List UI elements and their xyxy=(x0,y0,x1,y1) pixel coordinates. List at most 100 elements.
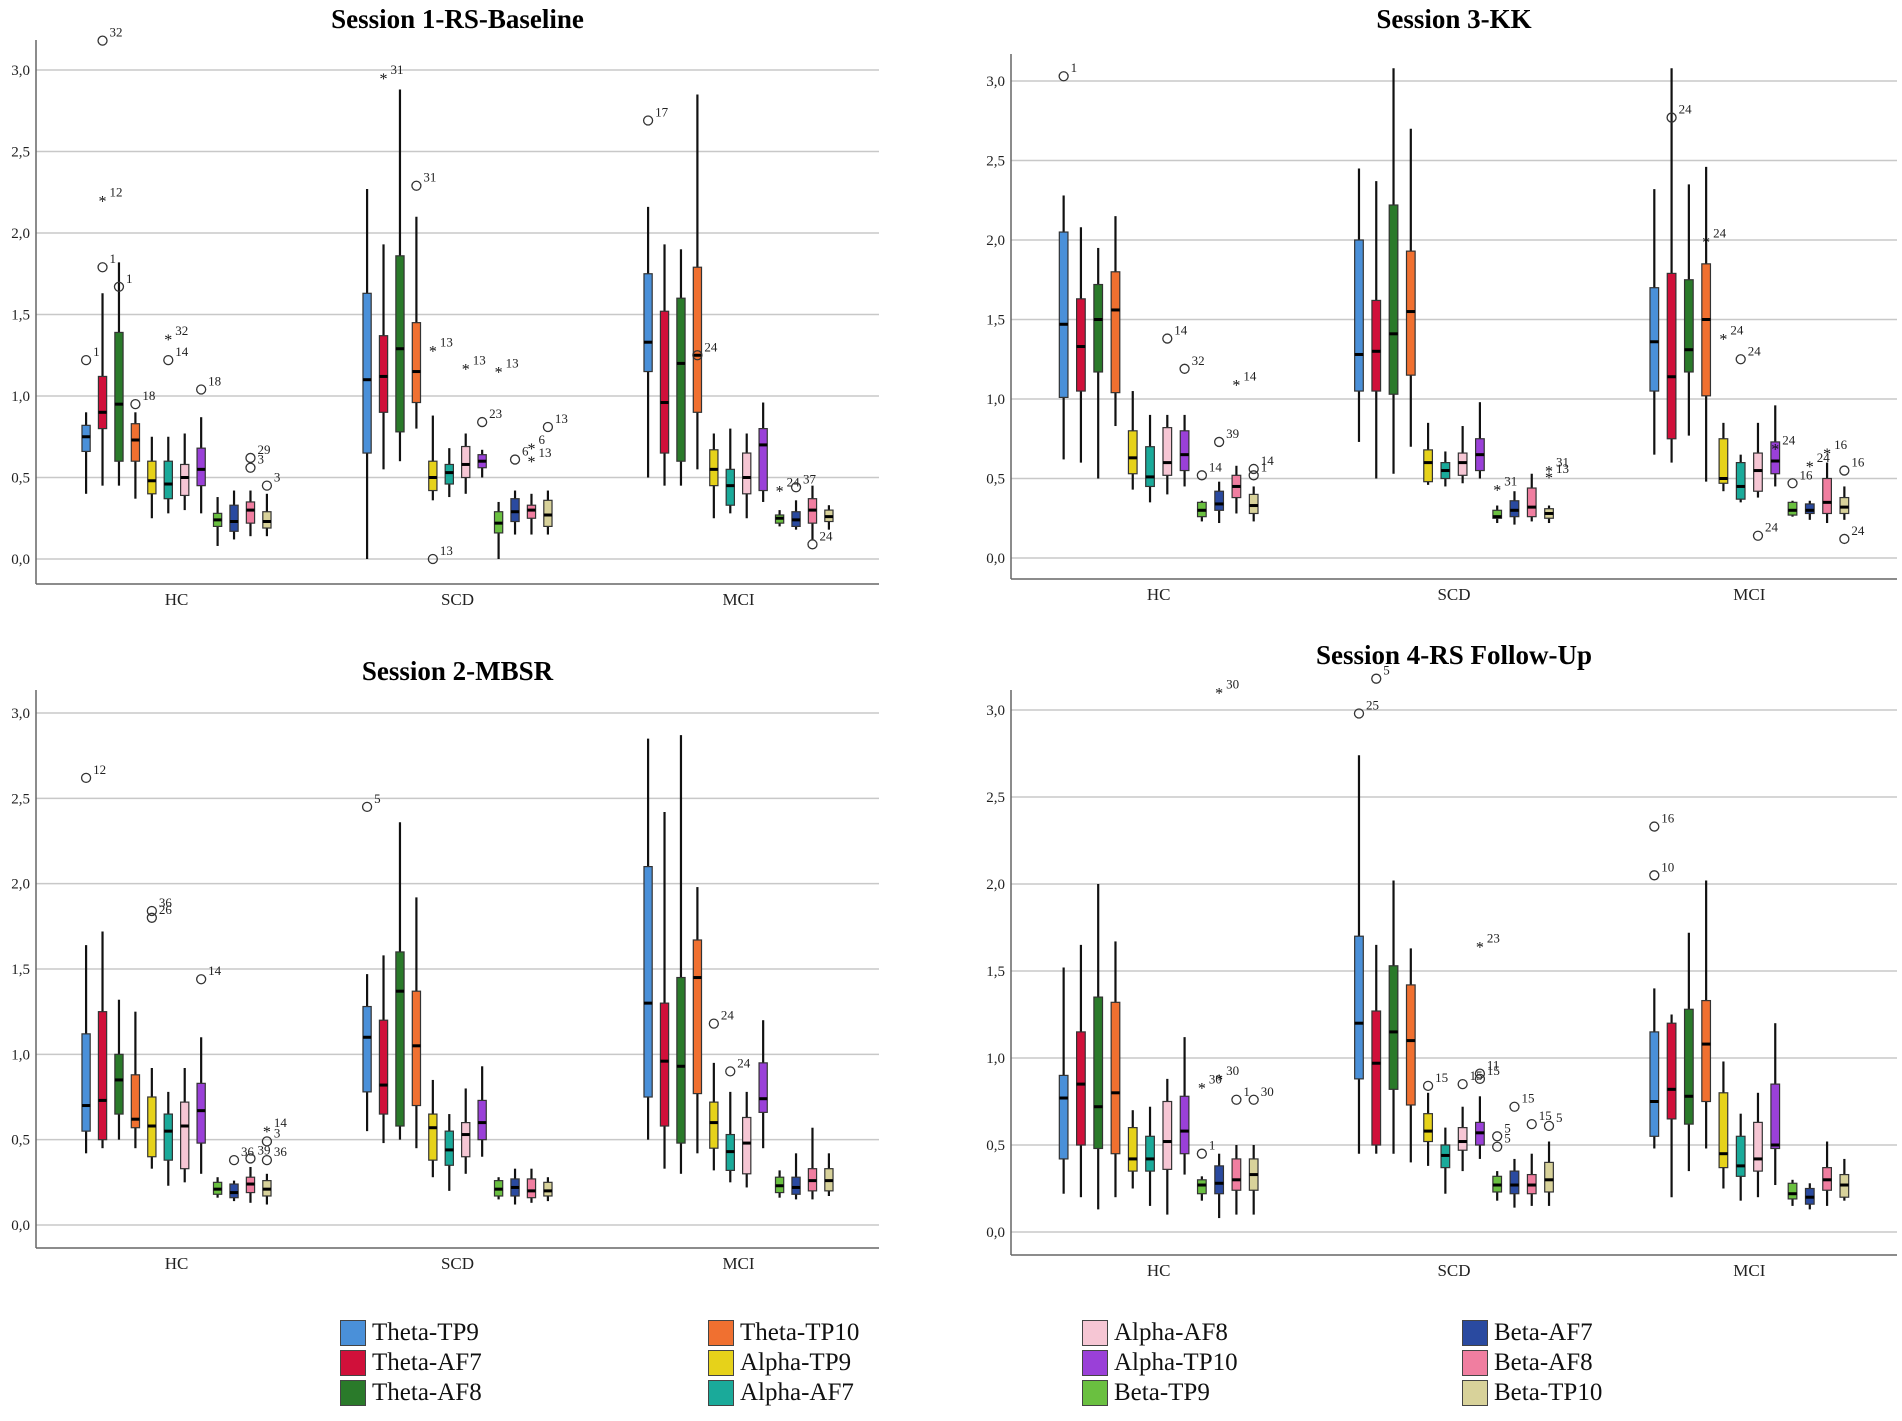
outlier-marker xyxy=(361,801,373,813)
outlier-label: 24 xyxy=(787,475,801,490)
outlier-marker xyxy=(1787,478,1798,489)
outlier-label: 1 xyxy=(1209,1138,1216,1153)
outlier-label: 31 xyxy=(391,62,404,77)
x-category-label: MCI xyxy=(1733,1261,1765,1280)
extreme-marker: * xyxy=(1215,1072,1223,1089)
outlier-marker xyxy=(1492,1131,1503,1142)
x-category-label: MCI xyxy=(722,1254,754,1273)
box-alpha-tp10 xyxy=(477,1099,487,1141)
outlier-label: 16 xyxy=(1800,467,1814,482)
legend-swatch xyxy=(340,1380,366,1406)
box-theta-tp10 xyxy=(411,322,422,404)
outlier-marker xyxy=(1248,463,1259,475)
outlier-marker xyxy=(1474,1073,1486,1085)
y-tick-label: 2,0 xyxy=(11,877,30,893)
outlier-label: 24 xyxy=(1748,343,1762,358)
chart-title: Session 3-KK xyxy=(1376,4,1531,34)
y-tick-label: 2,5 xyxy=(986,790,1005,806)
y-tick-label: 2,0 xyxy=(11,226,30,242)
box-theta-af7 xyxy=(1371,299,1382,392)
box-theta-tp9 xyxy=(81,424,91,453)
outlier-marker xyxy=(245,452,256,464)
box-beta-tp10 xyxy=(1839,496,1850,515)
x-category-label: HC xyxy=(165,590,189,609)
legend-label: Alpha-TP10 xyxy=(1114,1349,1238,1376)
outlier-marker xyxy=(427,553,438,565)
outlier-label: 24 xyxy=(1679,102,1693,117)
box-theta-tp9 xyxy=(1649,287,1660,392)
outlier-marker xyxy=(1649,870,1660,881)
box-alpha-tp9 xyxy=(428,1113,438,1161)
box-alpha-tp10 xyxy=(1179,1095,1190,1155)
outlier-marker xyxy=(196,974,207,985)
box-alpha-af8 xyxy=(461,445,471,479)
outlier-label: 39 xyxy=(1226,426,1239,441)
extreme-marker: * xyxy=(1771,441,1779,458)
outlier-label: 24 xyxy=(721,1008,735,1023)
legend-swatch xyxy=(708,1320,734,1346)
box-alpha-tp10 xyxy=(196,447,206,487)
box-theta-tp10 xyxy=(130,423,141,462)
extreme-marker: * xyxy=(1823,446,1831,463)
box-theta-af7 xyxy=(1076,1031,1086,1146)
box-alpha-tp9 xyxy=(1423,449,1434,483)
outlier-label: 5 xyxy=(1383,663,1390,678)
outlier-marker xyxy=(245,462,256,473)
box-alpha-af7 xyxy=(444,1130,454,1166)
outlier-label: 18 xyxy=(208,373,221,388)
box-theta-af7 xyxy=(97,375,108,430)
outlier-marker xyxy=(1492,1141,1503,1152)
extreme-marker: * xyxy=(1545,470,1553,487)
chart-title: Session 1-RS-Baseline xyxy=(331,4,584,34)
box-theta-tp10 xyxy=(692,939,703,1095)
outlier-marker xyxy=(708,1018,719,1029)
box-theta-tp9 xyxy=(643,273,653,373)
y-tick-label: 3,0 xyxy=(986,703,1005,719)
outlier-label: 36 xyxy=(241,1144,255,1159)
y-tick-label: 1,5 xyxy=(986,964,1005,980)
box-theta-af8 xyxy=(1093,996,1104,1150)
legend-item-alpha-af7: Alpha-AF7 xyxy=(708,1378,854,1408)
extreme-marker: * xyxy=(1719,332,1727,349)
box-beta-af7 xyxy=(1509,500,1520,518)
box-alpha-af7 xyxy=(1735,1135,1746,1177)
y-tick-label: 1,5 xyxy=(11,962,30,978)
x-category-label: HC xyxy=(165,1254,189,1273)
box-alpha-tp9 xyxy=(1718,438,1729,484)
outlier-marker xyxy=(130,398,141,410)
outlier-label: 14 xyxy=(1174,323,1188,338)
outlier-label: 24 xyxy=(704,339,718,354)
box-theta-tp10 xyxy=(1405,984,1416,1106)
outlier-label: 1 xyxy=(93,344,100,359)
outlier-label: 24 xyxy=(819,528,833,543)
legend-swatch xyxy=(708,1350,734,1376)
outlier-marker xyxy=(1371,673,1382,684)
outlier-label: 24 xyxy=(1851,523,1865,538)
box-alpha-tp9 xyxy=(1127,1126,1138,1172)
extreme-marker: * xyxy=(429,343,437,360)
extreme-marker: * xyxy=(380,71,388,88)
outlier-label: 12 xyxy=(93,762,106,777)
legend-swatch xyxy=(1462,1350,1488,1376)
y-tick-label: 2,0 xyxy=(986,877,1005,893)
extreme-marker: * xyxy=(1702,235,1710,252)
outlier-label: 11 xyxy=(1487,1058,1500,1073)
outlier-label: 24 xyxy=(1817,450,1831,465)
outlier-label: 14 xyxy=(175,344,189,359)
box-theta-af8 xyxy=(676,297,686,462)
box-beta-tp9 xyxy=(1787,501,1798,516)
outlier-marker xyxy=(97,35,108,46)
outlier-marker xyxy=(97,262,108,273)
legend-label: Theta-TP10 xyxy=(740,1319,860,1346)
legend-label: Alpha-AF7 xyxy=(740,1379,854,1406)
extreme-marker: * xyxy=(1806,459,1814,476)
outlier-label: 13 xyxy=(440,543,453,558)
y-tick-label: 1,5 xyxy=(986,313,1005,329)
box-alpha-af7 xyxy=(163,1113,173,1161)
box-theta-tp9 xyxy=(362,1005,372,1093)
outlier-label: 32 xyxy=(175,323,188,338)
legend-item-theta-af7: Theta-AF7 xyxy=(340,1348,482,1378)
extreme-marker: * xyxy=(527,454,535,471)
outlier-label: 36 xyxy=(159,895,173,910)
